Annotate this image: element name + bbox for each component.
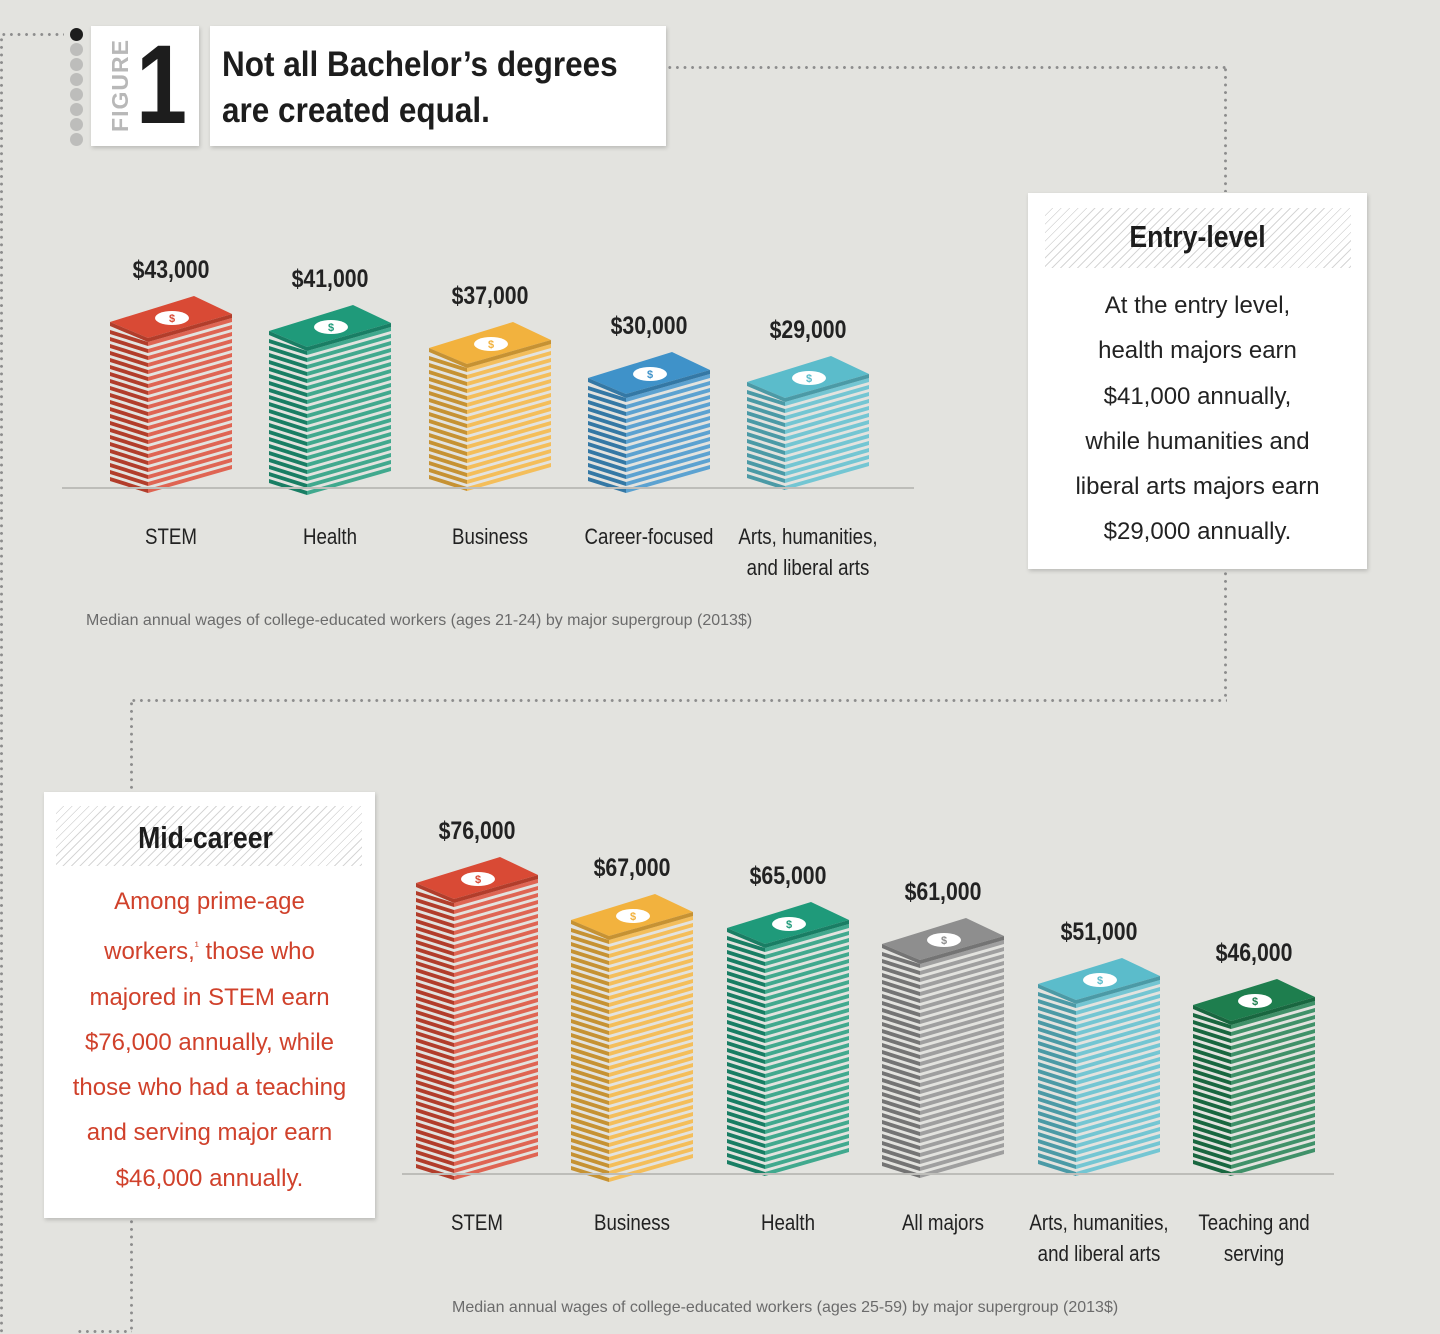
bar-business: $ — [428, 321, 551, 491]
mid-career-text: Among prime-age workers,¹ those who majo… — [72, 888, 347, 1192]
bar-career-focused: $ — [587, 351, 710, 493]
entry-level-heading-band — [1045, 208, 1351, 268]
value-label: $41,000 — [291, 264, 369, 293]
value-label: $67,000 — [593, 853, 671, 882]
bar-business: $ — [571, 893, 694, 1182]
svg-text:$: $ — [941, 935, 947, 947]
mid-career-axis — [402, 1173, 1334, 1175]
connector-line — [130, 699, 1227, 702]
value-label: $65,000 — [749, 861, 827, 890]
svg-text:$: $ — [328, 322, 334, 334]
category-label: Business — [594, 1210, 671, 1235]
bar-arts-humanities-and-liberal-arts: $ — [747, 355, 870, 490]
dollar-icon: $ — [1082, 973, 1117, 988]
bar-stem: $ — [110, 296, 232, 494]
svg-text:$: $ — [1097, 975, 1103, 987]
svg-text:$: $ — [630, 911, 636, 923]
bar-arts-humanities-and-liberal-arts: $ — [1037, 958, 1160, 1177]
mid-career-callout: Mid-career Among prime-age workers,¹ tho… — [44, 792, 375, 1218]
value-label: $51,000 — [1060, 918, 1138, 947]
dollar-icon: $ — [314, 319, 349, 334]
connector-line — [130, 1218, 133, 1334]
bar-teaching-and-serving: $ — [1193, 978, 1315, 1176]
category-label: All majors — [902, 1210, 985, 1235]
svg-text:$: $ — [488, 339, 494, 351]
bar-health: $ — [726, 901, 849, 1176]
dollar-icon: $ — [1238, 993, 1272, 1008]
value-label: $46,000 — [1215, 938, 1293, 967]
value-label: $76,000 — [438, 817, 516, 846]
title-card — [210, 26, 666, 146]
value-label: $61,000 — [904, 877, 982, 906]
category-label: Health — [303, 524, 358, 549]
bar-all-majors: $ — [882, 917, 1005, 1178]
dollar-icon: $ — [616, 908, 651, 923]
figure-number-card — [91, 26, 199, 146]
figure-number: 1 — [136, 22, 187, 147]
value-label: $29,000 — [769, 315, 847, 344]
footnote-marker[interactable]: ¹ — [194, 939, 199, 954]
value-label: $37,000 — [451, 281, 529, 310]
bar-stem: $ — [416, 857, 538, 1181]
page-title: Not all Bachelor’s degrees are created e… — [222, 45, 618, 130]
figure-progress-dots — [70, 28, 84, 148]
category-label: STEM — [145, 524, 197, 549]
dollar-icon: $ — [473, 336, 508, 351]
category-label: Teaching and serving — [1198, 1210, 1310, 1266]
svg-text:$: $ — [786, 919, 792, 931]
figure-label: FIGURE — [106, 39, 133, 132]
svg-text:$: $ — [806, 373, 812, 385]
dollar-icon: $ — [632, 366, 667, 381]
category-label: Health — [760, 1210, 815, 1235]
dollar-icon: $ — [461, 872, 495, 887]
entry-level-heading: Entry-level — [1129, 219, 1266, 254]
value-label: $43,000 — [132, 256, 210, 285]
svg-text:$: $ — [475, 874, 481, 886]
connector-line — [0, 33, 64, 36]
dollar-icon: $ — [927, 932, 962, 947]
entry-level-callout: Entry-level At the entry level, health m… — [1028, 193, 1367, 569]
entry-level-axis — [62, 487, 914, 489]
value-label: $30,000 — [610, 311, 688, 340]
svg-text:$: $ — [647, 369, 653, 381]
dollar-icon: $ — [155, 311, 189, 326]
mid-career-caption: Median annual wages of college-educated … — [452, 1299, 1119, 1316]
connector-line — [130, 700, 133, 792]
category-label: Arts, humanities, and liberal arts — [738, 524, 878, 580]
bar-health: $ — [269, 304, 392, 495]
connector-line — [1224, 570, 1227, 700]
svg-text:$: $ — [169, 313, 175, 325]
connector-line — [76, 1330, 132, 1333]
dollar-icon: $ — [771, 916, 806, 931]
connector-line — [666, 66, 1226, 69]
category-label: Business — [451, 524, 528, 549]
connector-line — [1224, 66, 1227, 192]
mid-career-heading-band — [56, 806, 362, 866]
category-label: Arts, humanities, and liberal arts — [1028, 1210, 1169, 1266]
category-label: STEM — [451, 1210, 503, 1235]
connector-line — [0, 36, 3, 1334]
dollar-icon: $ — [792, 370, 827, 385]
entry-level-caption: Median annual wages of college-educated … — [86, 612, 753, 629]
category-label: Career-focused — [584, 524, 714, 549]
entry-level-text: At the entry level, health majors earn $… — [1075, 292, 1320, 546]
svg-text:$: $ — [1252, 996, 1258, 1008]
mid-career-heading: Mid-career — [138, 820, 273, 855]
